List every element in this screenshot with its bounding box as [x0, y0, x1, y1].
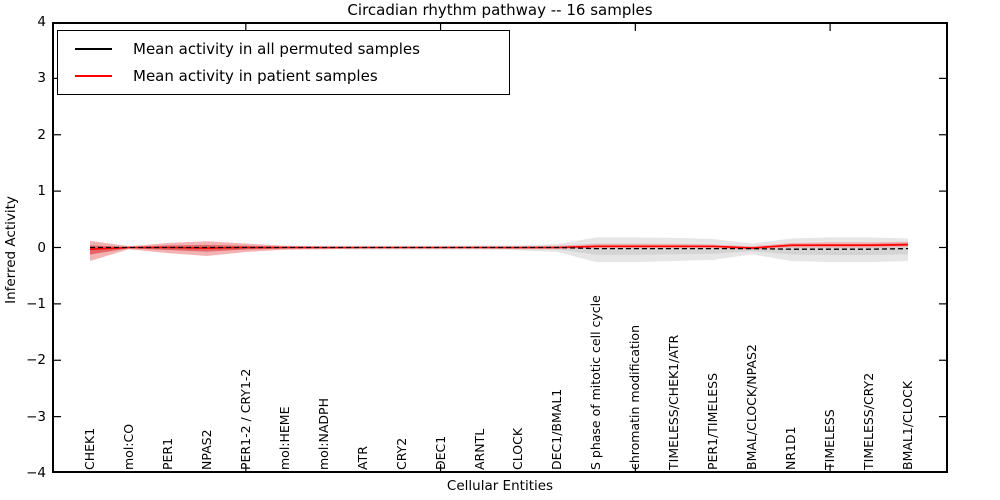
x-category-label: TIMELESS/CRY2 — [861, 372, 877, 470]
x-category-label: mol:NADPH — [315, 398, 331, 470]
y-tick-label: −1 — [26, 295, 46, 312]
permuted-mean-line — [90, 246, 909, 250]
y-tick-label: 4 — [37, 14, 46, 30]
x-category-label: mol:HEME — [276, 406, 292, 471]
y-tick-label: 3 — [37, 70, 46, 87]
x-category-label: DEC1/BMAL1 — [549, 388, 565, 470]
x-category-label: CRY2 — [393, 437, 409, 470]
y-tick-label: 0 — [37, 239, 46, 256]
x-category-label: BMAL/CLOCK/NPAS2 — [744, 344, 760, 470]
permuted-samples-spread-outer — [90, 237, 908, 263]
chart-title: Circadian rhythm pathway -- 16 samples — [347, 1, 653, 19]
patient-line-swatch — [75, 75, 112, 77]
x-category-label: BMAL1/CLOCK — [900, 380, 915, 470]
plot-area: CHEK1 mol:CO PER1 NPAS2 PER1-2 / CRY1-2 mol:H… — [52, 22, 948, 473]
y-tick-label: 2 — [37, 126, 46, 143]
plot-frame — [52, 22, 948, 473]
x-category-label: DEC1 — [432, 435, 448, 470]
x-category-label: CHEK1 — [82, 427, 97, 470]
legend: Mean activity in all permuted samples Me… — [57, 30, 510, 95]
legend-label: Mean activity in patient samples — [133, 67, 378, 85]
x-category-label: PER1 — [159, 437, 175, 470]
legend-label: Mean activity in all permuted samples — [133, 40, 420, 58]
y-tick-label: 1 — [37, 183, 46, 200]
legend-item-permuted: Mean activity in all permuted samples — [58, 40, 509, 58]
y-tick-label: −3 — [26, 408, 46, 425]
x-category-label: CLOCK — [510, 427, 526, 470]
x-category-label: mol:CO — [120, 423, 136, 470]
x-category-label: PER1/TIMELESS — [705, 372, 721, 470]
x-category-label: PER1-2 / CRY1-2 — [237, 368, 253, 470]
x-category-label: TIMELESS/CHEK1/ATR — [666, 334, 682, 470]
y-tick-label: −2 — [26, 352, 46, 369]
x-category-label: TIMELESS — [822, 409, 838, 470]
y-tick-label: −4 — [26, 465, 46, 481]
x-category-label: S phase of mitotic cell cycle — [588, 295, 604, 470]
legend-item-patient: Mean activity in patient samples — [58, 67, 509, 85]
x-axis-label: Cellular Entities — [446, 478, 554, 494]
chart-canvas — [52, 22, 948, 473]
x-category-label: ARNTL — [471, 428, 487, 470]
permuted-line-swatch — [75, 48, 112, 50]
x-category-label: chromatin modification — [627, 325, 643, 470]
x-category-label: ATR — [354, 446, 370, 470]
x-category-label: NPAS2 — [198, 429, 214, 470]
x-category-label: NR1D1 — [783, 426, 799, 470]
